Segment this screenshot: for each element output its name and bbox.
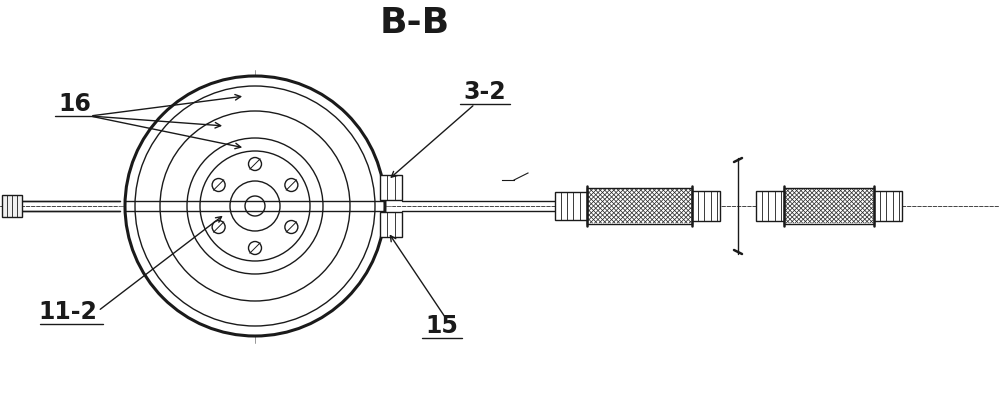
Bar (874, 192, 902, 221)
Bar (587, 189, 692, 224)
Bar (2, 195, 22, 218)
Circle shape (230, 182, 280, 231)
Bar (692, 192, 720, 221)
Text: 3-2: 3-2 (464, 80, 506, 104)
Bar (756, 192, 784, 221)
Circle shape (249, 158, 262, 171)
Bar (784, 189, 874, 224)
Circle shape (187, 139, 323, 274)
Bar (380, 176, 402, 201)
Text: B-B: B-B (380, 6, 450, 40)
Text: 11-2: 11-2 (39, 299, 97, 323)
Bar (380, 212, 402, 237)
Circle shape (212, 221, 225, 234)
Text: 15: 15 (426, 313, 458, 337)
Circle shape (245, 197, 265, 216)
Circle shape (285, 179, 298, 192)
Circle shape (285, 221, 298, 234)
Circle shape (135, 87, 375, 326)
Circle shape (160, 112, 350, 301)
Circle shape (249, 242, 262, 255)
Text: 16: 16 (59, 92, 91, 116)
Circle shape (200, 152, 310, 261)
Circle shape (125, 77, 385, 336)
Bar (555, 192, 587, 221)
Circle shape (212, 179, 225, 192)
